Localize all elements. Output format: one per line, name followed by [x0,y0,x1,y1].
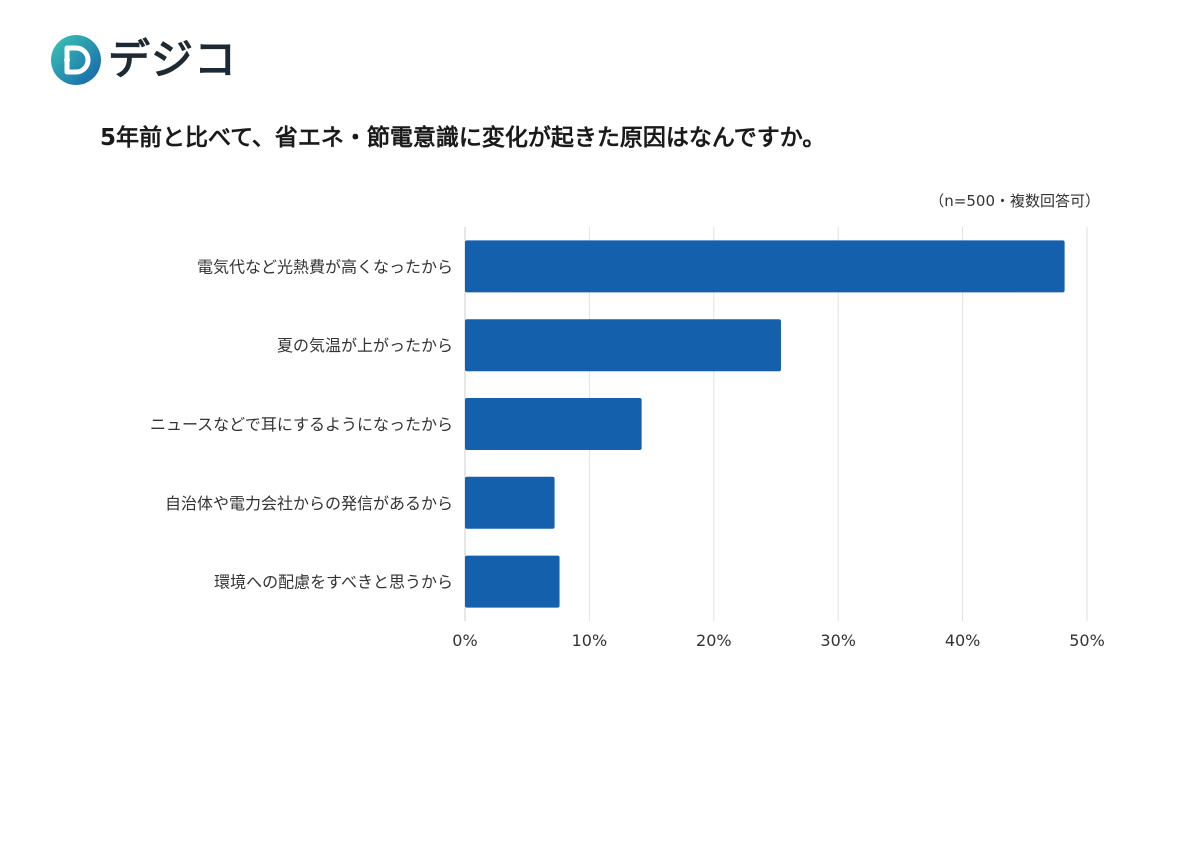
x-tick-label: 10% [572,631,608,650]
bar [465,319,781,372]
brand-logo-icon [51,35,101,85]
category-label: 環境への配慮をすべきと思うから [214,573,453,592]
bar [465,555,560,608]
sample-note: （n=500・複数回答可） [929,192,1100,210]
brand-name: デジコ [108,35,238,84]
x-tick-label: 0% [452,631,477,650]
chart-title: 5年前と比べて、省エネ・節電意識に変化が起きた原因はなんですか。 [100,125,826,151]
bar [465,476,555,529]
category-label: 夏の気温が上がったから [277,336,453,355]
x-tick-label: 30% [820,631,856,650]
category-label: 自治体や電力会社からの発信があるから [165,494,453,513]
brand-logo: デジコ [50,34,240,86]
bar [465,240,1065,293]
bar [465,398,642,450]
x-tick-label: 40% [945,631,981,650]
x-tick-label: 50% [1069,631,1105,650]
category-label: 電気代など光熱費が高くなったから [197,257,453,276]
category-label: ニュースなどで耳にするようになったから [150,415,453,434]
x-tick-label: 20% [696,631,732,650]
